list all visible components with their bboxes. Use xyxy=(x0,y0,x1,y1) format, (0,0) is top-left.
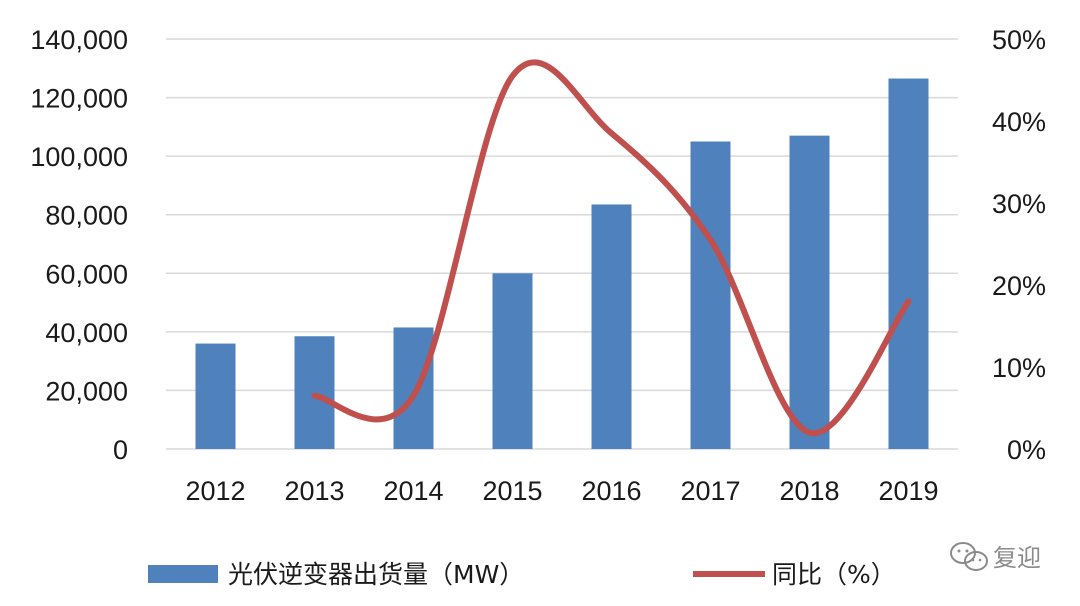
left-tick-label-7: 140,000 xyxy=(30,25,128,55)
right-tick-label-2: 20% xyxy=(992,271,1046,301)
legend-line-label: 同比（%） xyxy=(772,560,896,589)
right-axis-tick-labels: 0% 10% 20% 30% 40% 50% xyxy=(992,25,1046,465)
left-tick-label-2: 40,000 xyxy=(45,318,128,348)
bar-2017 xyxy=(690,141,731,449)
x-tick-label-2018: 2018 xyxy=(779,476,839,506)
left-tick-label-5: 100,000 xyxy=(30,142,128,172)
legend: 光伏逆变器出货量（MW） 同比（%） xyxy=(148,560,896,589)
right-tick-label-1: 10% xyxy=(992,353,1046,383)
left-tick-label-4: 80,000 xyxy=(45,201,128,231)
right-tick-label-5: 50% xyxy=(992,25,1046,55)
bar-2013 xyxy=(294,336,335,449)
x-axis-tick-labels: 2012 2013 2014 2015 2016 2017 2018 2019 xyxy=(185,476,938,506)
x-tick-label-2017: 2017 xyxy=(680,476,740,506)
right-tick-label-4: 40% xyxy=(992,107,1046,137)
bar-2019 xyxy=(888,78,929,450)
x-tick-label-2016: 2016 xyxy=(581,476,641,506)
x-tick-label-2019: 2019 xyxy=(878,476,938,506)
right-tick-label-3: 30% xyxy=(992,189,1046,219)
line-series xyxy=(311,59,912,436)
x-tick-label-2013: 2013 xyxy=(284,476,344,506)
left-tick-label-0: 0 xyxy=(113,435,128,465)
left-tick-label-1: 20,000 xyxy=(45,376,128,406)
bar-2016 xyxy=(591,204,632,449)
wechat-icon xyxy=(950,542,988,571)
legend-item-line: 同比（%） xyxy=(693,560,896,589)
bar-2018 xyxy=(789,135,830,449)
legend-item-bar: 光伏逆变器出货量（MW） xyxy=(148,560,524,589)
legend-bar-label: 光伏逆变器出货量（MW） xyxy=(228,560,524,589)
legend-bar-swatch xyxy=(148,565,218,583)
watermark-text: 复迎 xyxy=(993,544,1041,572)
bar-2014 xyxy=(393,327,434,449)
bar-2012 xyxy=(195,343,236,449)
grid-lines xyxy=(166,38,958,450)
bar-2015 xyxy=(492,273,533,449)
x-tick-label-2015: 2015 xyxy=(482,476,542,506)
right-tick-label-0: 0% xyxy=(1007,435,1046,465)
bar-series xyxy=(195,78,929,450)
left-tick-label-6: 120,000 xyxy=(30,84,128,114)
watermark: 复迎 xyxy=(950,542,1041,572)
x-tick-label-2014: 2014 xyxy=(383,476,443,506)
left-axis-tick-labels: 0 20,000 40,000 60,000 80,000 100,000 120,000 1… xyxy=(30,25,128,465)
x-tick-label-2012: 2012 xyxy=(185,476,245,506)
left-tick-label-3: 60,000 xyxy=(45,259,128,289)
